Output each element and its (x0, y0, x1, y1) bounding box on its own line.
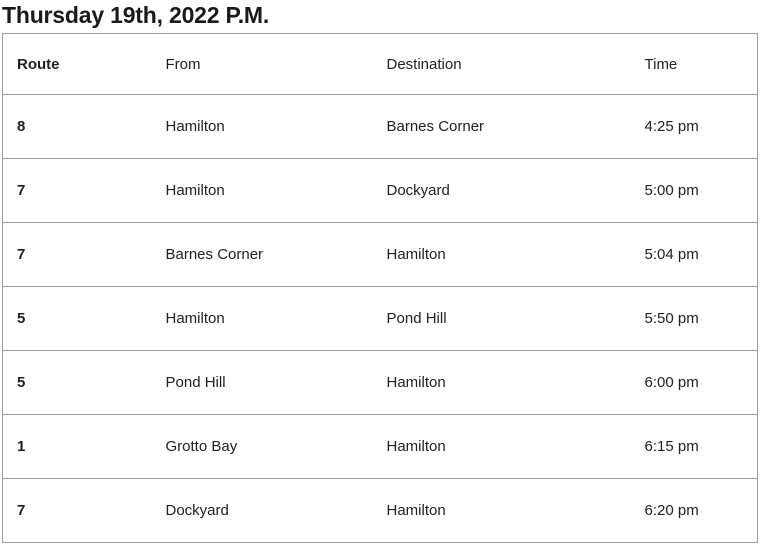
table-row: 5 Hamilton Pond Hill 5:50 pm (2, 286, 758, 351)
column-header-time: Time (644, 55, 678, 73)
time-cell: 5:50 pm (644, 310, 699, 327)
schedule-table: Route From Destination Time 8 Hamilton B… (2, 33, 758, 543)
table-body: 8 Hamilton Barnes Corner 4:25 pm 7 Hamil… (2, 94, 758, 543)
destination-cell: Hamilton (386, 246, 446, 263)
from-cell: Hamilton (165, 182, 225, 199)
destination-cell: Hamilton (386, 374, 446, 391)
destination-cell: Barnes Corner (386, 118, 485, 135)
table-header: Route From Destination Time (3, 34, 758, 95)
table-row: 1 Grotto Bay Hamilton 6:15 pm (2, 414, 758, 479)
route-cell: 7 (17, 182, 26, 199)
from-cell: Barnes Corner (165, 246, 264, 263)
header-row: Route From Destination Time (3, 34, 758, 95)
table-row: 7 Dockyard Hamilton 6:20 pm (2, 478, 758, 543)
from-cell: Pond Hill (165, 374, 226, 391)
time-cell: 6:20 pm (644, 502, 699, 519)
column-header-destination: Destination (386, 55, 462, 73)
destination-cell: Hamilton (386, 438, 446, 455)
table-row: 5 Pond Hill Hamilton 6:00 pm (2, 350, 758, 415)
route-cell: 7 (17, 502, 26, 519)
destination-cell: Hamilton (386, 502, 446, 519)
column-header-route: Route (17, 55, 60, 73)
route-cell: 8 (17, 118, 26, 135)
time-cell: 6:00 pm (644, 374, 699, 391)
route-cell: 5 (17, 374, 26, 391)
time-cell: 5:00 pm (644, 182, 699, 199)
route-cell: 5 (17, 310, 26, 327)
destination-cell: Dockyard (386, 182, 450, 199)
destination-cell: Pond Hill (386, 310, 447, 327)
table-row: 7 Hamilton Dockyard 5:00 pm (2, 158, 758, 223)
column-header-from: From (165, 55, 201, 73)
time-cell: 5:04 pm (644, 246, 699, 263)
route-cell: 7 (17, 246, 26, 263)
table-row: 7 Barnes Corner Hamilton 5:04 pm (2, 222, 758, 287)
from-cell: Hamilton (165, 118, 225, 135)
time-cell: 4:25 pm (644, 118, 699, 135)
from-cell: Hamilton (165, 310, 225, 327)
from-cell: Dockyard (165, 502, 229, 519)
route-cell: 1 (17, 438, 26, 455)
time-cell: 6:15 pm (644, 438, 699, 455)
table-row: 8 Hamilton Barnes Corner 4:25 pm (2, 94, 758, 159)
from-cell: Grotto Bay (165, 438, 238, 455)
page-title: Thursday 19th, 2022 P.M. (2, 2, 270, 28)
